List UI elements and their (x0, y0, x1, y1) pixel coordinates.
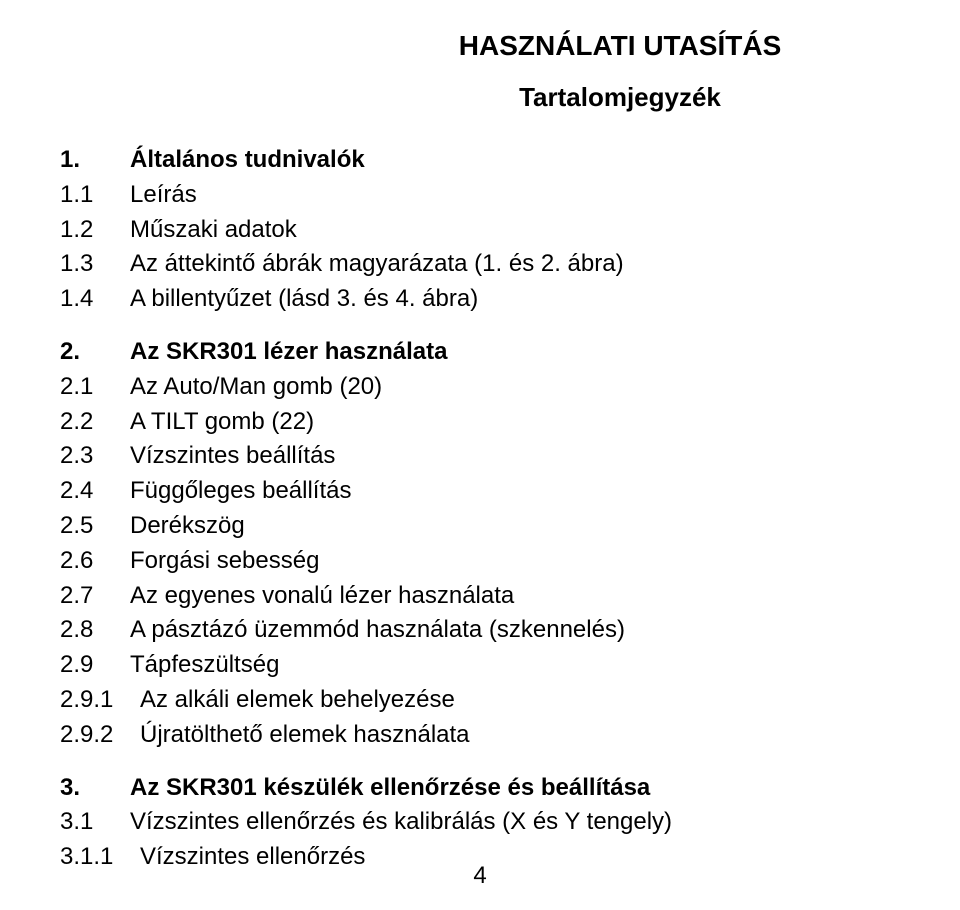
toc-label: Az áttekintő ábrák magyarázata (1. és 2.… (130, 247, 900, 282)
toc-section-3: 3. Az SKR301 készülék ellenőrzése és beá… (60, 771, 900, 875)
toc-number: 3.1 (60, 805, 130, 840)
toc-label: Műszaki adatok (130, 213, 900, 248)
toc-item: 2.9.1 Az alkáli elemek behelyezése (60, 683, 900, 718)
toc-item: 3.1 Vízszintes ellenőrzés és kalibrálás … (60, 805, 900, 840)
toc-item: 1.2 Műszaki adatok (60, 213, 900, 248)
toc-number: 2.9 (60, 648, 130, 683)
toc-number: 2.1 (60, 370, 130, 405)
toc-number: 2.2 (60, 405, 130, 440)
toc-number: 2.9.1 (60, 683, 140, 718)
toc-item: 2.7 Az egyenes vonalú lézer használata (60, 579, 900, 614)
toc-number: 1.1 (60, 178, 130, 213)
toc-number: 2.5 (60, 509, 130, 544)
toc-label: Forgási sebesség (130, 544, 900, 579)
toc-number: 2.9.2 (60, 718, 140, 753)
toc-number: 2.6 (60, 544, 130, 579)
toc-section-2: 2. Az SKR301 lézer használata 2.1 Az Aut… (60, 335, 900, 753)
document-subtitle: Tartalomjegyzék (340, 82, 900, 113)
toc-label: Leírás (130, 178, 900, 213)
toc-item: 2.8 A pásztázó üzemmód használata (szken… (60, 613, 900, 648)
toc-label: Tápfeszültség (130, 648, 900, 683)
toc-number: 3.1.1 (60, 840, 140, 875)
toc-item: 2.3 Vízszintes beállítás (60, 439, 900, 474)
toc-number: 2.8 (60, 613, 130, 648)
toc-label: A pásztázó üzemmód használata (szkennelé… (130, 613, 900, 648)
toc-item: 2.9.2 Újratölthető elemek használata (60, 718, 900, 753)
toc-label: Általános tudnivalók (130, 143, 900, 178)
toc-label: Az SKR301 lézer használata (130, 335, 900, 370)
toc-item: 2.2 A TILT gomb (22) (60, 405, 900, 440)
toc-label: Az alkáli elemek behelyezése (140, 683, 900, 718)
toc-number: 1.3 (60, 247, 130, 282)
toc-item: 1.4 A billentyűzet (lásd 3. és 4. ábra) (60, 282, 900, 317)
toc-item: 1.1 Leírás (60, 178, 900, 213)
toc-label: Vízszintes ellenőrzés (140, 840, 900, 875)
toc-label: Az SKR301 készülék ellenőrzése és beállí… (130, 771, 900, 806)
toc-number: 1.4 (60, 282, 130, 317)
toc-label: Az Auto/Man gomb (20) (130, 370, 900, 405)
toc-number: 3. (60, 771, 130, 806)
toc-number: 2. (60, 335, 130, 370)
toc-label: A billentyűzet (lásd 3. és 4. ábra) (130, 282, 900, 317)
toc-section-title: 2. Az SKR301 lézer használata (60, 335, 900, 370)
toc-label: Függőleges beállítás (130, 474, 900, 509)
toc-item: 2.4 Függőleges beállítás (60, 474, 900, 509)
toc-label: Derékszög (130, 509, 900, 544)
toc-item: 2.6 Forgási sebesség (60, 544, 900, 579)
toc-label: A TILT gomb (22) (130, 405, 900, 440)
toc-item: 2.5 Derékszög (60, 509, 900, 544)
toc-number: 2.3 (60, 439, 130, 474)
toc-number: 2.7 (60, 579, 130, 614)
toc-item: 2.1 Az Auto/Man gomb (20) (60, 370, 900, 405)
toc-label: Vízszintes ellenőrzés és kalibrálás (X é… (130, 805, 900, 840)
toc-label: Az egyenes vonalú lézer használata (130, 579, 900, 614)
toc-section-title: 1. Általános tudnivalók (60, 143, 900, 178)
page-number: 4 (473, 862, 486, 890)
toc-label: Vízszintes beállítás (130, 439, 900, 474)
toc-number: 1.2 (60, 213, 130, 248)
toc-label: Újratölthető elemek használata (140, 718, 900, 753)
toc-item: 2.9 Tápfeszültség (60, 648, 900, 683)
toc-section-title: 3. Az SKR301 készülék ellenőrzése és beá… (60, 771, 900, 806)
toc-number: 2.4 (60, 474, 130, 509)
toc-section-1: 1. Általános tudnivalók 1.1 Leírás 1.2 M… (60, 143, 900, 317)
toc-item: 1.3 Az áttekintő ábrák magyarázata (1. é… (60, 247, 900, 282)
document-title: HASZNÁLATI UTASÍTÁS (340, 30, 900, 62)
toc-number: 1. (60, 143, 130, 178)
